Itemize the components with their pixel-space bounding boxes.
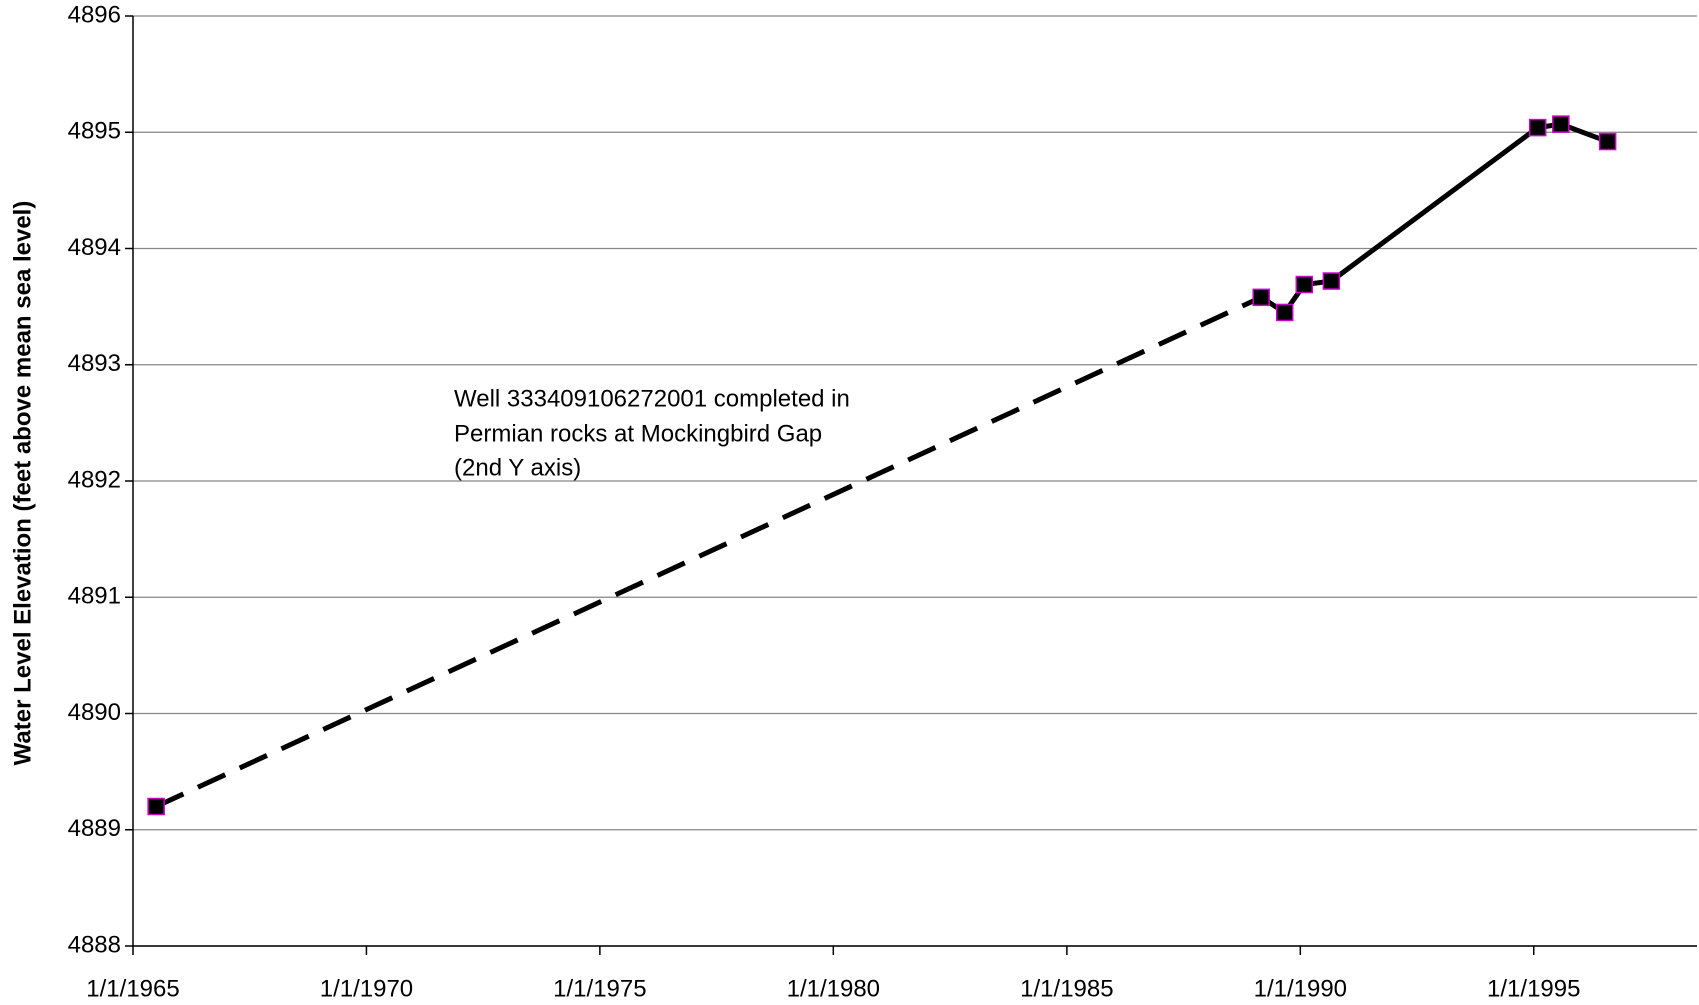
- x-tick-label: 1/1/1970: [320, 975, 413, 1002]
- marker: [1275, 303, 1294, 322]
- marker: [1322, 272, 1341, 290]
- y-tick-label: 4891: [68, 583, 121, 610]
- x-tick-label: 1/1/1980: [787, 975, 880, 1002]
- x-tick-label: 1/1/1995: [1487, 975, 1580, 1002]
- y-tick-label: 4894: [68, 234, 121, 261]
- marker: [1552, 115, 1570, 133]
- annotation: Permian rocks at Mockingbird Gap: [454, 420, 822, 447]
- marker: [1295, 275, 1314, 294]
- annotation: Well 333409106272001 completed in: [454, 385, 850, 412]
- x-tick-label: 1/1/1975: [553, 975, 646, 1002]
- dashed-line: [155, 295, 1263, 809]
- y-tick-label: 4888: [68, 931, 121, 958]
- y-tick-label: 4895: [68, 118, 121, 145]
- y-tick-label: 4892: [68, 466, 121, 493]
- x-tick-label: 1/1/1985: [1020, 975, 1113, 1002]
- y-tick-label: 4890: [68, 699, 121, 726]
- marker: [1252, 288, 1270, 307]
- x-tick-label: 1/1/1990: [1254, 975, 1347, 1002]
- y-tick-label: 4889: [68, 815, 121, 842]
- y-tick-label: 4893: [68, 350, 121, 377]
- marker: [1598, 132, 1617, 151]
- x-tick-label: 1/1/1965: [86, 975, 179, 1002]
- y-axis-label: Water Level Elevation (feet above mean s…: [9, 201, 36, 766]
- annotation: (2nd Y axis): [454, 454, 581, 481]
- line: [1259, 121, 1609, 316]
- y-tick-label: 4896: [68, 1, 121, 28]
- marker: [1528, 118, 1547, 137]
- marker: [147, 797, 165, 816]
